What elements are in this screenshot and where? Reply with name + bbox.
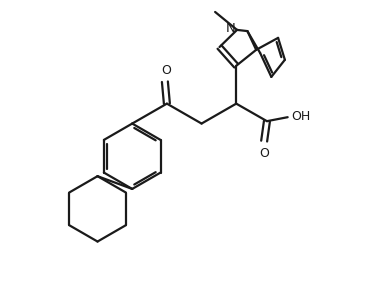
Text: O: O <box>161 64 171 77</box>
Text: OH: OH <box>291 110 310 123</box>
Text: O: O <box>259 147 269 160</box>
Text: N: N <box>226 22 235 35</box>
